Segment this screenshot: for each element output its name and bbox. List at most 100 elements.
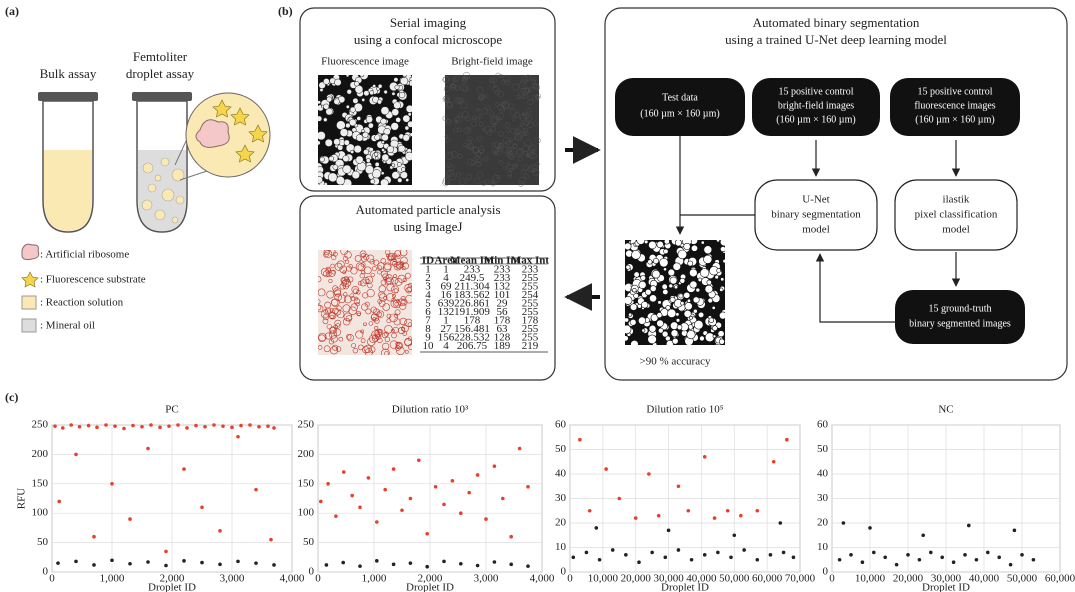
node-text: model	[802, 224, 830, 236]
data-point	[637, 560, 641, 564]
x-tick-label: 40,000	[969, 573, 1000, 585]
data-point	[713, 516, 717, 520]
data-point	[95, 426, 99, 430]
data-point	[409, 497, 413, 501]
data-point	[104, 423, 108, 427]
data-point	[140, 425, 144, 429]
data-point	[358, 564, 362, 568]
data-point	[182, 467, 186, 471]
data-point	[952, 560, 956, 564]
data-point	[221, 424, 225, 428]
data-point	[326, 482, 330, 486]
data-point	[272, 426, 276, 430]
accuracy-text: >90 % accuracy	[640, 356, 711, 368]
data-point	[236, 560, 240, 564]
x-tick-label: 1,000	[100, 573, 125, 585]
data-point	[176, 423, 180, 427]
data-point	[425, 565, 429, 569]
panel-label: (c)	[5, 390, 18, 404]
data-point	[611, 548, 615, 552]
brightfield-image	[445, 75, 539, 185]
chart-title: NC	[938, 404, 953, 416]
node-text: bright-field images	[778, 100, 854, 111]
bulk-tube	[38, 92, 98, 232]
droplet-tube	[132, 92, 270, 232]
data-point	[254, 488, 258, 492]
table-cell: 206.75	[457, 340, 488, 352]
node-text: (160 µm × 160 µm)	[640, 108, 719, 119]
data-point	[849, 553, 853, 557]
y-tick-label: 200	[32, 448, 49, 460]
box-title: Automated binary segmentation	[753, 15, 920, 30]
data-point	[74, 453, 78, 457]
data-point	[269, 538, 273, 542]
data-point	[518, 447, 522, 451]
data-point	[164, 564, 168, 568]
x-tick-label: 10,000	[588, 573, 619, 585]
y-tick-label: 150	[32, 477, 49, 489]
data-point	[200, 506, 204, 510]
node-text: 15 positive control	[779, 86, 854, 97]
data-point	[203, 425, 207, 429]
data-point	[872, 551, 876, 555]
data-point	[918, 558, 922, 562]
data-point	[895, 563, 899, 567]
x-axis-label: Droplet ID	[661, 582, 709, 592]
data-point	[755, 509, 759, 513]
data-point	[248, 423, 252, 427]
data-point	[266, 424, 270, 428]
data-point	[334, 514, 338, 518]
data-point	[167, 424, 171, 428]
data-point	[726, 509, 730, 513]
y-tick-label: 200	[298, 448, 315, 460]
data-point	[785, 438, 789, 442]
data-point	[146, 560, 150, 564]
y-tick-label: 10	[817, 541, 829, 553]
data-point	[164, 550, 168, 554]
data-point	[624, 553, 628, 557]
legend: : Artificial ribosome : Fluorescence sub…	[22, 244, 146, 332]
data-point	[484, 517, 488, 521]
data-point	[509, 563, 513, 567]
x-tick-label: 60,000	[1045, 573, 1075, 585]
data-point	[476, 473, 480, 477]
data-point	[87, 424, 91, 428]
x-tick-label: 20,000	[893, 573, 924, 585]
data-point	[434, 485, 438, 489]
data-point	[149, 423, 153, 427]
data-point	[319, 500, 323, 504]
x-tick-label: 4,000	[530, 573, 555, 585]
data-point	[257, 425, 261, 429]
data-point	[755, 558, 759, 562]
data-point	[451, 479, 455, 483]
data-point	[657, 514, 661, 518]
data-point	[716, 551, 720, 555]
data-point	[218, 529, 222, 533]
data-point	[74, 560, 78, 564]
data-point	[254, 561, 258, 565]
data-point	[113, 424, 117, 428]
x-tick-label: 0	[567, 573, 573, 585]
legend-text: : Artificial ribosome	[40, 249, 129, 261]
data-point	[571, 556, 575, 560]
data-point	[375, 520, 379, 524]
data-point	[383, 488, 387, 492]
data-point	[476, 564, 480, 568]
table-cell: 189	[494, 340, 511, 352]
data-point	[677, 484, 681, 488]
data-point	[128, 517, 132, 521]
data-point	[647, 472, 651, 476]
results-table: IDAreaMean IntMin IntMax Int112332332332…	[420, 255, 549, 353]
data-point	[358, 506, 362, 510]
y-tick-label: 40	[555, 468, 567, 480]
data-point	[1032, 558, 1036, 562]
data-point	[194, 424, 198, 428]
data-point	[742, 548, 746, 552]
data-point	[842, 521, 846, 525]
data-point	[703, 553, 707, 557]
y-axis-label: RFU	[16, 488, 28, 509]
node-text: 15 ground-truth	[928, 303, 991, 314]
y-tick-label: 250	[298, 419, 315, 431]
chart: PC05010015020025001,0002,0003,0004,000Dr…	[16, 404, 305, 592]
